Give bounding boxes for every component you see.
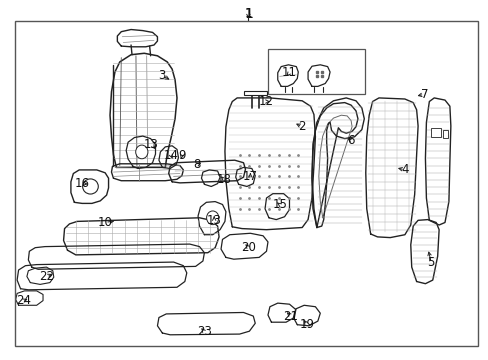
Text: 15: 15 bbox=[272, 198, 286, 211]
Polygon shape bbox=[264, 194, 289, 220]
Polygon shape bbox=[235, 167, 255, 186]
Polygon shape bbox=[410, 220, 438, 284]
Polygon shape bbox=[307, 65, 329, 86]
Polygon shape bbox=[63, 218, 219, 255]
Text: 12: 12 bbox=[259, 95, 273, 108]
Polygon shape bbox=[17, 262, 186, 290]
Text: 18: 18 bbox=[216, 173, 231, 186]
Text: 22: 22 bbox=[39, 270, 54, 283]
Polygon shape bbox=[27, 267, 54, 284]
Text: 19: 19 bbox=[299, 318, 314, 331]
Polygon shape bbox=[311, 98, 364, 228]
Polygon shape bbox=[365, 98, 417, 238]
Polygon shape bbox=[16, 291, 43, 305]
Text: 21: 21 bbox=[283, 310, 298, 323]
Text: 1: 1 bbox=[244, 7, 252, 20]
Text: 13: 13 bbox=[206, 214, 221, 227]
Polygon shape bbox=[159, 146, 178, 168]
Polygon shape bbox=[117, 30, 157, 47]
Text: 13: 13 bbox=[144, 138, 159, 151]
Text: 23: 23 bbox=[197, 325, 211, 338]
Ellipse shape bbox=[82, 179, 98, 194]
Polygon shape bbox=[71, 170, 108, 203]
Polygon shape bbox=[293, 305, 320, 326]
Polygon shape bbox=[425, 98, 450, 225]
Text: 17: 17 bbox=[243, 170, 257, 183]
Polygon shape bbox=[110, 53, 177, 167]
Text: 6: 6 bbox=[346, 134, 354, 147]
Text: 11: 11 bbox=[282, 66, 296, 79]
Polygon shape bbox=[267, 303, 295, 322]
Text: 20: 20 bbox=[241, 241, 255, 254]
Text: 4: 4 bbox=[400, 163, 408, 176]
Polygon shape bbox=[201, 170, 220, 186]
Text: 1: 1 bbox=[244, 7, 252, 21]
Text: 9: 9 bbox=[178, 149, 185, 162]
Ellipse shape bbox=[206, 211, 219, 225]
Polygon shape bbox=[277, 65, 298, 86]
Text: 3: 3 bbox=[158, 69, 166, 82]
Text: 2: 2 bbox=[298, 120, 305, 133]
Bar bbox=[430, 128, 440, 137]
Polygon shape bbox=[221, 233, 267, 259]
Text: 14: 14 bbox=[163, 149, 178, 162]
Text: 7: 7 bbox=[420, 88, 427, 101]
Polygon shape bbox=[168, 160, 245, 183]
Bar bbox=[244, 91, 266, 95]
Ellipse shape bbox=[135, 145, 148, 159]
Bar bbox=[442, 130, 447, 138]
Polygon shape bbox=[111, 164, 183, 181]
Text: 8: 8 bbox=[192, 158, 200, 171]
Text: 24: 24 bbox=[16, 294, 31, 307]
Text: 10: 10 bbox=[98, 216, 112, 229]
Polygon shape bbox=[198, 202, 225, 235]
Polygon shape bbox=[28, 244, 204, 269]
Text: 5: 5 bbox=[427, 256, 434, 269]
Text: 16: 16 bbox=[75, 177, 89, 190]
Polygon shape bbox=[224, 98, 315, 230]
Polygon shape bbox=[126, 136, 155, 168]
Bar bbox=[267, 49, 364, 94]
Polygon shape bbox=[157, 312, 255, 335]
